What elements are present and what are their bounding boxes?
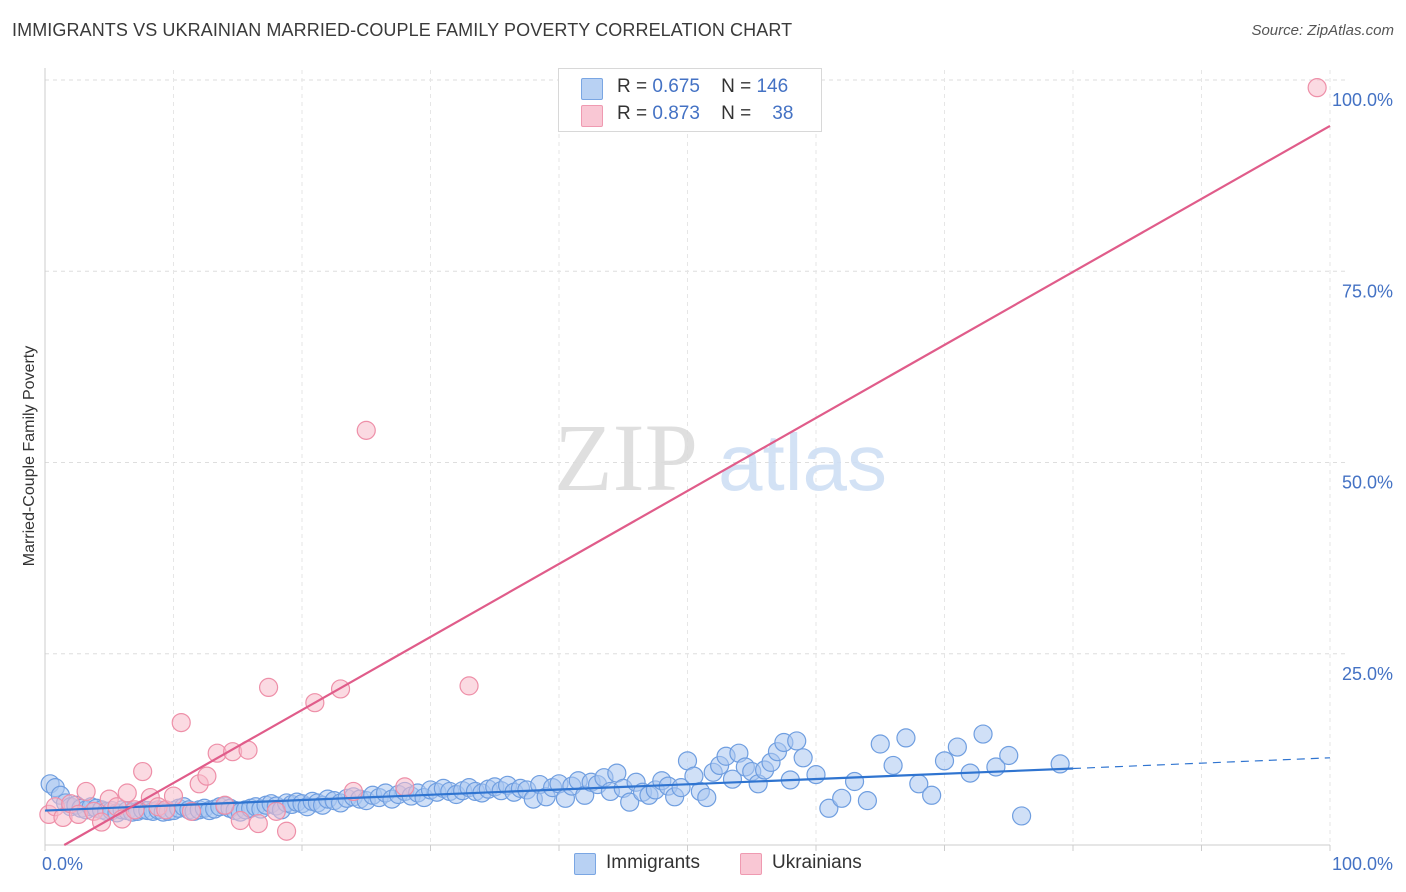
y-tick-label: 25.0% [1342, 664, 1393, 684]
y-ticks: 25.0% 50.0% 75.0% 100.0% [1332, 90, 1393, 684]
immigrants-legend-label: Immigrants [606, 852, 700, 873]
y-tick-label: 100.0% [1332, 90, 1393, 110]
axes [44, 68, 1331, 851]
data-point [258, 677, 279, 698]
data-point [844, 771, 865, 792]
x-tick-label-1: 100.0% [1332, 854, 1393, 874]
data-point [999, 745, 1019, 766]
data-point [671, 778, 691, 798]
data-point [883, 755, 903, 776]
data-point [276, 821, 297, 841]
data-point [163, 786, 184, 806]
data-point [697, 787, 717, 808]
data-point [181, 801, 202, 821]
data-point [1011, 806, 1032, 826]
data-point [356, 420, 376, 440]
legend-r-value: 0.873 [652, 103, 700, 124]
chart-title: IMMIGRANTS VS UKRAINIAN MARRIED-COUPLE F… [12, 20, 793, 40]
data-point [620, 792, 640, 812]
data-point [248, 813, 268, 834]
immigrants-legend-swatch [574, 853, 596, 875]
data-point [171, 712, 191, 733]
data-point [787, 731, 807, 751]
legend-r-label: R = [617, 76, 648, 97]
trend-line-ukrainians [63, 124, 1331, 846]
y-tick-label: 50.0% [1342, 473, 1393, 493]
legend-r-value: 0.675 [652, 76, 700, 97]
data-point [896, 728, 916, 748]
watermark: ZIP atlas [554, 404, 887, 511]
data-point [1307, 78, 1327, 98]
data-point [922, 785, 942, 805]
data-point [215, 795, 235, 815]
watermark-zip: ZIP [554, 404, 698, 511]
data-point [76, 781, 96, 802]
data-point [934, 751, 955, 771]
data-point [459, 676, 479, 696]
immigrants-swatch [581, 78, 603, 100]
trend-line-extension [1072, 757, 1331, 770]
stats-legend: R = 0.675 N = 146 R = 0.873 N = 38 [558, 68, 822, 132]
data-point [343, 781, 363, 802]
data-point [125, 800, 145, 820]
x-tick-label-0: 0.0% [42, 854, 83, 874]
legend-n-label: N = [721, 76, 752, 97]
ukrainians-legend-swatch [740, 853, 762, 875]
data-point [266, 801, 286, 821]
data-point [947, 737, 967, 757]
data-point [117, 783, 137, 803]
data-point [806, 765, 826, 785]
legend-r-label: R = [617, 103, 648, 124]
data-point [133, 761, 153, 782]
data-point [197, 766, 217, 786]
data-point [819, 798, 839, 818]
data-point [793, 748, 813, 768]
data-point [973, 724, 993, 744]
legend-n-value: 146 [756, 76, 789, 97]
data-point [230, 810, 250, 831]
data-point [870, 734, 890, 754]
legend-n-value: 38 [772, 103, 794, 124]
ukrainians-legend-label: Ukrainians [772, 852, 862, 873]
ukrainians-swatch [581, 105, 603, 127]
legend-n-label: N = [721, 103, 752, 124]
trend-line-immigrants [44, 767, 1074, 812]
data-point [395, 777, 415, 797]
chart-source: Source: ZipAtlas.com [1251, 22, 1394, 39]
data-point [857, 791, 878, 811]
series-points [39, 78, 1327, 841]
data-point [832, 788, 852, 808]
y-tick-label: 75.0% [1342, 281, 1393, 301]
watermark-atlas: atlas [718, 418, 887, 507]
trend-lines [44, 124, 1331, 846]
